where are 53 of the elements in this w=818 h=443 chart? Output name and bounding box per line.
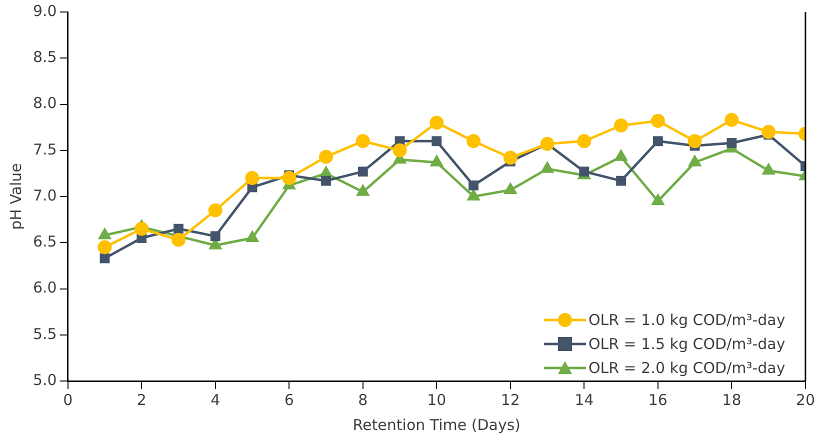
x-tick-label: 2 [136, 390, 146, 409]
point [466, 134, 481, 148]
point [616, 176, 626, 186]
point [98, 240, 112, 254]
x-tick-label: 18 [722, 390, 742, 409]
point [356, 134, 370, 148]
y-tick-label: 8.0 [32, 94, 57, 112]
point [724, 112, 739, 127]
x-tick-label: 4 [210, 390, 220, 409]
point [134, 222, 149, 236]
point [430, 116, 444, 130]
point [579, 166, 590, 177]
point [174, 224, 184, 234]
y-tick-label: 6.5 [32, 232, 57, 251]
point [432, 136, 442, 146]
y-tick-label: 9.0 [32, 2, 57, 20]
point [503, 150, 518, 165]
point [171, 232, 186, 247]
legend-label: OLR = 2.0 kg COD/m³-day [588, 359, 786, 377]
point [650, 114, 665, 128]
point [321, 176, 331, 186]
point [100, 253, 110, 264]
y-tick-label: 6.0 [32, 278, 57, 297]
y-tick-label: 7.0 [32, 186, 57, 204]
point [282, 171, 296, 186]
point [358, 166, 368, 177]
point [726, 138, 737, 148]
x-tick-label: 10 [427, 390, 446, 409]
y-tick-label: 7.5 [32, 140, 57, 158]
point [652, 136, 663, 146]
x-tick-label: 16 [648, 390, 668, 409]
x-tick-label: 0 [63, 390, 73, 409]
point [208, 203, 222, 218]
y-tick-label: 5.5 [32, 324, 57, 343]
point [210, 231, 220, 242]
point [319, 150, 334, 164]
y-axis-title: pH Value [6, 163, 25, 230]
x-tick-label: 8 [358, 390, 368, 409]
point [392, 143, 407, 158]
x-tick-label: 14 [574, 390, 594, 409]
point [614, 118, 628, 132]
point [577, 134, 592, 148]
y-tick-label: 8.5 [32, 48, 57, 66]
x-tick-label: 12 [500, 390, 520, 409]
point [468, 180, 478, 190]
point [245, 171, 260, 186]
legend-label: OLR = 1.0 kg COD/m³-day [588, 311, 786, 329]
x-axis-title: Retention Time (Days) [352, 416, 521, 434]
legend-label: OLR = 1.5 kg COD/m³-day [588, 335, 786, 353]
x-tick-label: 6 [284, 390, 294, 409]
x-tick-label: 20 [796, 390, 816, 409]
y-tick-label: 5.0 [32, 370, 57, 389]
point [688, 134, 702, 148]
